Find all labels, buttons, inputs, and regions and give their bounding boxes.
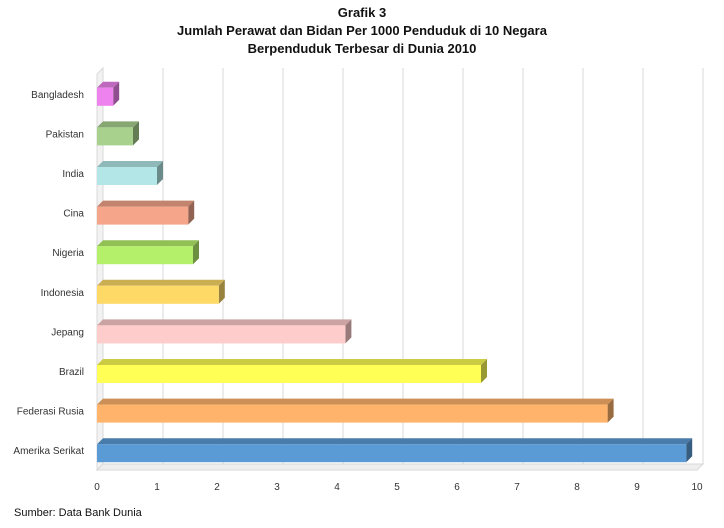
bar xyxy=(97,325,346,344)
bar-top xyxy=(97,200,195,207)
bar xyxy=(97,404,608,423)
bar-side xyxy=(686,438,693,463)
bar-side xyxy=(113,81,120,106)
bar xyxy=(97,285,219,304)
bar xyxy=(97,127,133,146)
category-label: India xyxy=(62,169,84,180)
category-label: Jepang xyxy=(51,327,84,338)
category-label: Cina xyxy=(63,209,84,220)
bar-top xyxy=(97,359,487,365)
bar xyxy=(97,87,114,106)
x-tick-label: 3 xyxy=(274,482,280,493)
bar-side xyxy=(218,279,225,304)
category-label: Indonesia xyxy=(41,288,85,299)
chart-source: Sumber: Data Bank Dunia xyxy=(14,507,142,519)
x-tick-label: 2 xyxy=(214,482,220,493)
category-label: Amerika Serikat xyxy=(13,446,84,457)
bar xyxy=(97,365,481,383)
bar-top xyxy=(97,121,139,128)
bar xyxy=(97,206,189,225)
bar-top xyxy=(97,319,352,326)
bar xyxy=(97,246,193,265)
category-label: Brazil xyxy=(59,367,84,378)
bar-side xyxy=(345,319,352,344)
x-tick-label: 6 xyxy=(454,482,460,493)
bar xyxy=(97,444,687,463)
category-label: Bangladesh xyxy=(31,90,84,101)
bar-side xyxy=(481,359,487,383)
chart-title-line-2: Jumlah Perawat dan Bidan Per 1000 Pendud… xyxy=(177,23,547,38)
bar-top xyxy=(97,161,163,167)
x-tick-label: 1 xyxy=(154,482,160,493)
bar-top xyxy=(97,81,120,88)
x-tick-label: 9 xyxy=(634,482,640,493)
x-tick-label: 4 xyxy=(334,482,340,493)
category-label: Nigeria xyxy=(52,248,84,259)
chart-title: Grafik 3 Jumlah Perawat dan Bidan Per 10… xyxy=(0,4,724,58)
bar-side xyxy=(157,161,163,185)
bar-side xyxy=(188,200,195,225)
x-tick-label: 8 xyxy=(574,482,580,493)
x-tick-label: 7 xyxy=(514,482,520,493)
x-tick-label: 0 xyxy=(94,482,100,493)
chart-floor xyxy=(95,463,705,471)
x-tick-label: 10 xyxy=(691,482,703,493)
bar-side xyxy=(193,240,199,265)
bar xyxy=(97,167,157,185)
category-label: Federasi Rusia xyxy=(17,407,85,418)
x-tick-label: 5 xyxy=(394,482,400,493)
chart-title-line-1: Grafik 3 xyxy=(337,5,387,20)
category-label: Pakistan xyxy=(46,129,84,140)
bar-side xyxy=(607,398,614,423)
chart-title-line-3: Berpenduduk Terbesar di Dunia 2010 xyxy=(247,41,477,56)
bar-top xyxy=(97,279,225,286)
bar-side xyxy=(133,121,139,146)
bar-top xyxy=(97,398,614,405)
bar-top xyxy=(97,438,693,445)
bar-top xyxy=(97,240,199,247)
